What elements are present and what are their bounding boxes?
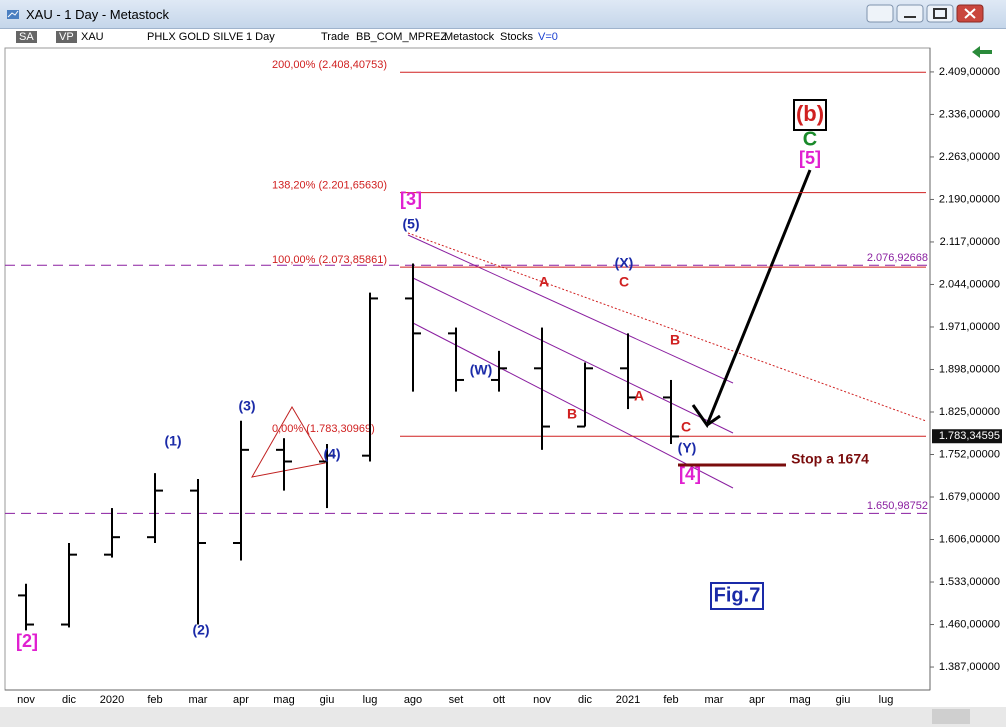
fib-label: 200,00% (2.408,40753) <box>272 59 387 71</box>
level-label: 2.076,92668 <box>867 252 928 264</box>
scroll-thumb[interactable] <box>932 709 970 724</box>
x-tick-label: dic <box>578 694 593 706</box>
y-tick-label: 2.263,00000 <box>939 151 1000 163</box>
fib-label: 100,00% (2.073,85861) <box>272 254 387 266</box>
toolbar-item[interactable]: Metastock <box>444 31 495 43</box>
y-tick-label: 2.409,00000 <box>939 66 1000 78</box>
x-tick-label: nov <box>17 694 35 706</box>
x-tick-label: mar <box>705 694 724 706</box>
toolbar-item[interactable]: PHLX GOLD SILVE <box>147 31 244 43</box>
y-tick-label: 1.606,00000 <box>939 533 1000 545</box>
x-tick-label: apr <box>233 694 249 706</box>
window-title: XAU - 1 Day - Metastock <box>26 7 170 22</box>
toolbar-item[interactable]: Stocks <box>500 31 534 43</box>
wave-label: (W) <box>470 362 493 378</box>
toolbar-item[interactable]: 1 Day <box>246 31 275 43</box>
wave-label: [4] <box>679 464 701 484</box>
window-buttons[interactable] <box>866 4 986 24</box>
y-tick-label: 2.336,00000 <box>939 108 1000 120</box>
wave-label: B <box>670 332 680 348</box>
fib-label: 138,20% (2.201,65630) <box>272 180 387 192</box>
x-tick-label: apr <box>749 694 765 706</box>
toolbar: SA VP XAU PHLX GOLD SILVE 1 Day Trade BB… <box>0 28 1006 46</box>
wave-label: (4) <box>323 446 340 462</box>
toolbar-item[interactable]: SA <box>16 31 37 43</box>
wave-label: A <box>634 388 644 404</box>
y-tick-label: 2.190,00000 <box>939 193 1000 205</box>
title-bar: XAU - 1 Day - Metastock <box>0 0 1006 29</box>
label-box <box>710 582 764 610</box>
wave-label: C <box>803 128 817 150</box>
wave-label: (3) <box>238 398 255 414</box>
wave-label: A <box>539 274 549 290</box>
y-tick-label: 2.117,00000 <box>940 236 1000 248</box>
toolbar-item[interactable]: XAU <box>81 31 104 43</box>
x-tick-label: ott <box>493 694 505 706</box>
wave-label: Stop a 1674 <box>791 451 869 467</box>
wave-label: (X) <box>615 255 634 271</box>
wave-label: [3] <box>400 189 422 209</box>
x-tick-label: lug <box>879 694 894 706</box>
wave-label: [5] <box>799 148 821 168</box>
x-tick-label: feb <box>663 694 678 706</box>
y-tick-label: 1.460,00000 <box>939 618 1000 630</box>
chart-icon <box>972 46 992 58</box>
channel-line <box>412 322 734 489</box>
app-icon <box>7 10 19 19</box>
toolbar-item[interactable]: V=0 <box>538 31 558 43</box>
x-tick-label: nov <box>533 694 551 706</box>
chart: 2.409,00000 2.336,00000 2.263,00000 2.190,0… <box>0 46 1006 727</box>
y-tick-label: 2.044,00000 <box>939 278 1000 290</box>
scrollbar[interactable] <box>0 707 1006 727</box>
channel-line <box>407 234 734 384</box>
last-price-label: 1.783,34595 <box>939 430 1000 442</box>
y-tick-label: 1.825,00000 <box>939 406 1000 418</box>
x-tick-label: giu <box>836 694 851 706</box>
y-tick-label: 1.752,00000 <box>939 448 1000 460</box>
x-tick-label: mag <box>273 694 294 706</box>
wave-label: (1) <box>164 433 181 449</box>
wave-label: Fig.7 <box>714 584 761 606</box>
toolbar-item[interactable]: VP <box>56 31 77 43</box>
level-label: 1.650,98752 <box>867 500 928 512</box>
channel-line <box>412 277 734 434</box>
x-tick-label: mar <box>189 694 208 706</box>
wave-label: [2] <box>16 631 38 651</box>
y-tick-label: 1.533,00000 <box>939 576 1000 588</box>
x-tick-label: feb <box>147 694 162 706</box>
last-price-tag <box>932 429 1002 444</box>
y-tick-label: 1.898,00000 <box>939 363 1000 375</box>
wave-label: (Y) <box>678 440 697 456</box>
fib-label: 0,00% (1.783,30969) <box>272 423 375 435</box>
x-tick-label: mag <box>789 694 810 706</box>
y-tick-label: 1.387,00000 <box>939 661 1000 673</box>
label-box <box>793 99 827 131</box>
x-tick-label: 2021 <box>616 694 640 706</box>
wave-label: (b) <box>796 101 824 126</box>
wave-label: B <box>567 406 577 422</box>
x-tick-label: giu <box>320 694 335 706</box>
toolbar-item[interactable]: Trade <box>321 31 350 43</box>
toolbar-item[interactable]: BB_COM_MPREZ <box>356 31 448 43</box>
wave-label: C <box>681 419 691 435</box>
x-tick-label: ago <box>404 694 422 706</box>
x-tick-label: lug <box>363 694 378 706</box>
triangle <box>251 406 326 478</box>
wave-label: (5) <box>402 216 419 232</box>
y-tick-label: 1.971,00000 <box>939 321 1000 333</box>
y-tick-label: 1.679,00000 <box>939 491 1000 503</box>
x-tick-label: dic <box>62 694 77 706</box>
plot-area <box>4 47 931 691</box>
wave-label: C <box>619 274 629 290</box>
wave-label: (2) <box>192 622 209 638</box>
projection-arrow <box>706 414 721 427</box>
x-tick-label: set <box>449 694 464 706</box>
x-tick-label: 2020 <box>100 694 124 706</box>
